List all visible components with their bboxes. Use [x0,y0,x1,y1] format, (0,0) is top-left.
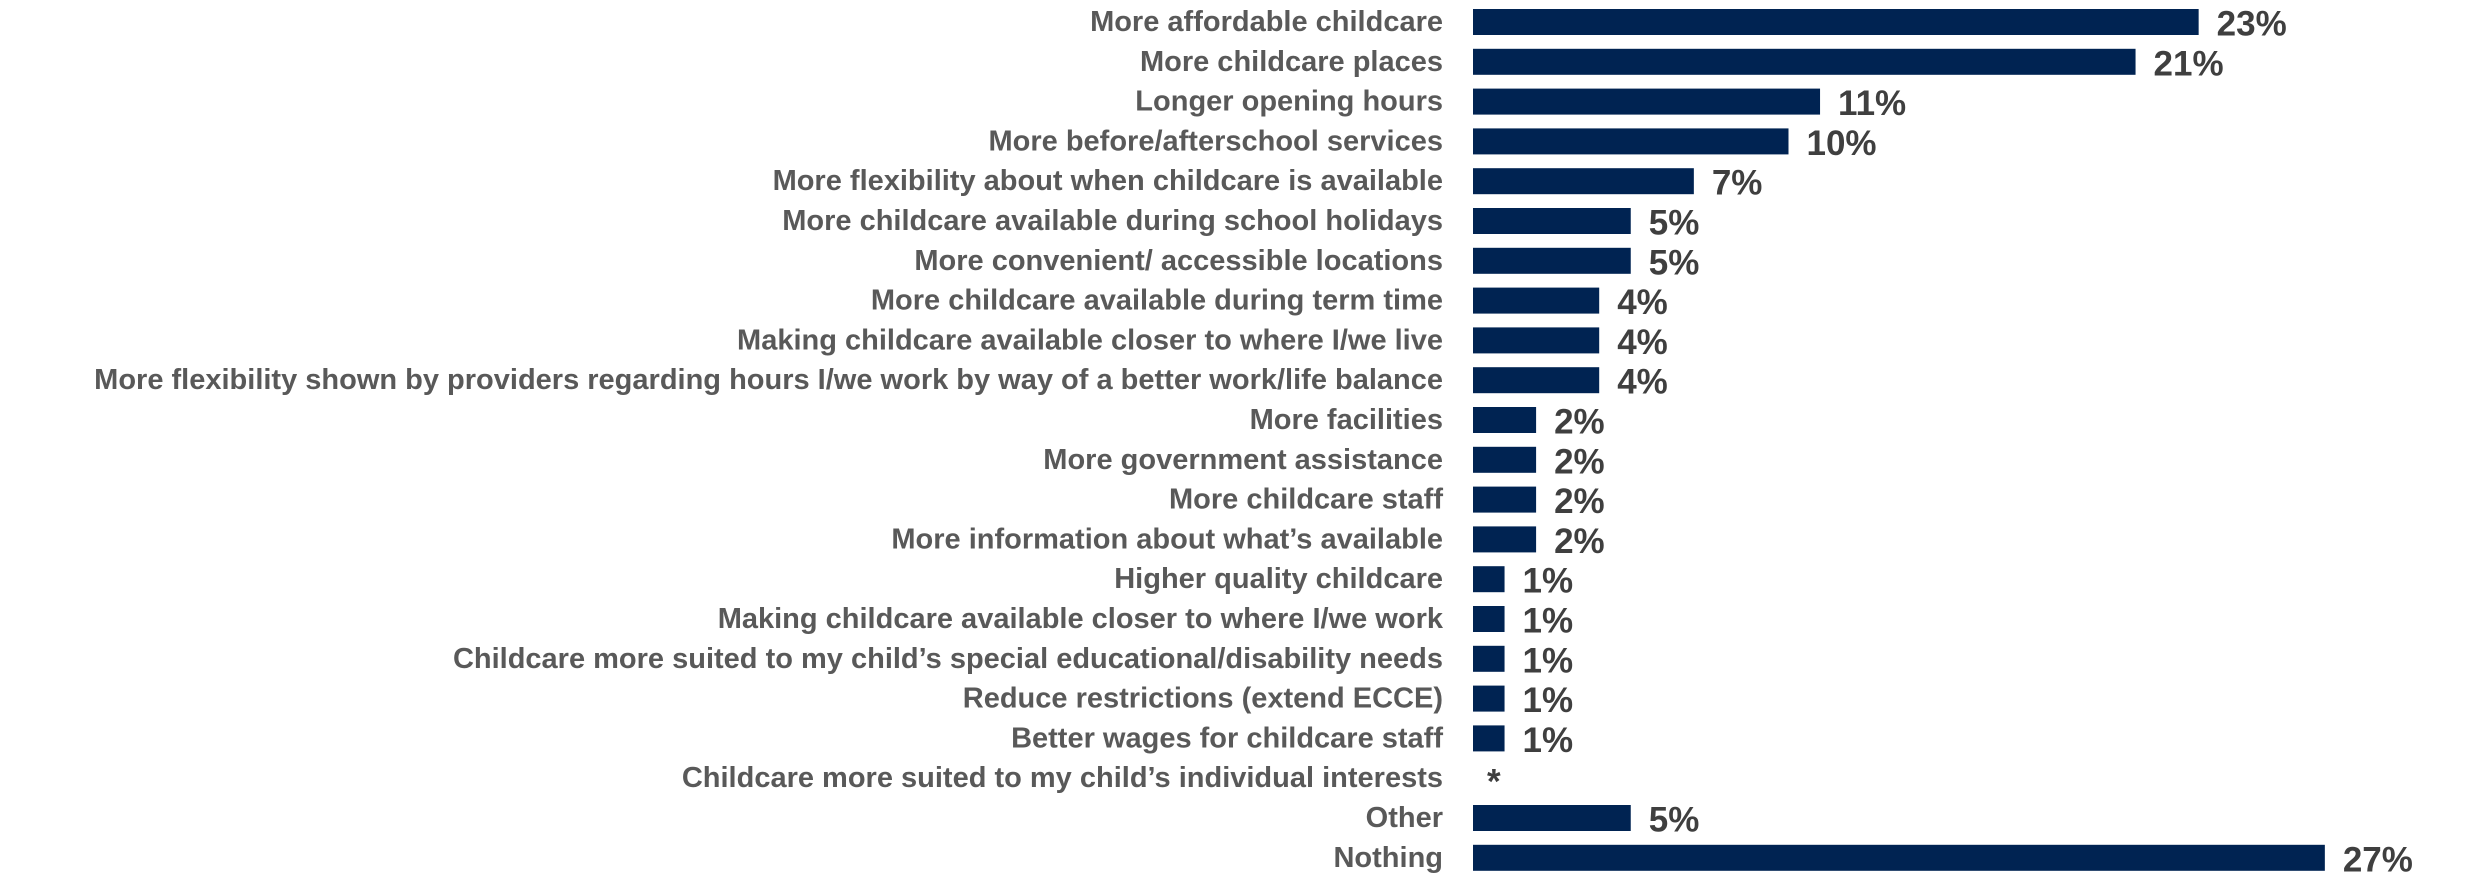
value-label-20: * [1487,763,1501,802]
category-label-18: Reduce restrictions (extend ECCE) [963,683,1443,715]
value-label-9: 4% [1617,323,1668,362]
category-label-15: Higher quality childcare [1114,563,1443,595]
value-label-3: 11% [1838,84,1906,123]
bar-5 [1473,168,1694,194]
value-label-22: 27% [2343,840,2413,875]
category-label-16: Making childcare available closer to whe… [718,603,1444,635]
category-label-12: More government assistance [1043,444,1443,476]
value-label-11: 2% [1554,403,1605,442]
value-label-17: 1% [1523,641,1574,680]
category-label-19: Better wages for childcare staff [1011,722,1443,754]
category-label-4: More before/afterschool services [988,125,1443,157]
category-label-17: Childcare more suited to my child’s spec… [453,643,1443,675]
category-label-2: More childcare places [1140,46,1443,78]
value-label-19: 1% [1523,721,1574,760]
bar-21 [1473,805,1631,831]
bar-22 [1473,845,2325,871]
bar-11 [1473,407,1536,433]
bar-17 [1473,646,1505,672]
bar-1 [1473,9,2199,35]
category-label-8: More childcare available during term tim… [871,285,1443,317]
value-label-6: 5% [1649,204,1700,243]
bar-7 [1473,248,1631,274]
bar-19 [1473,725,1505,751]
value-label-14: 2% [1554,522,1605,561]
value-label-2: 21% [2154,44,2224,83]
category-label-11: More facilities [1250,404,1443,436]
category-label-7: More convenient/ accessible locations [914,245,1443,277]
value-label-4: 10% [1807,124,1877,163]
value-label-1: 23% [2217,5,2287,44]
bar-16 [1473,606,1505,632]
bar-15 [1473,566,1505,592]
category-label-6: More childcare available during school h… [782,205,1443,237]
bar-12 [1473,447,1536,473]
category-label-10: More flexibility shown by providers rega… [94,364,1443,396]
bar-4 [1473,128,1789,154]
value-label-13: 2% [1554,482,1605,521]
value-label-12: 2% [1554,442,1605,481]
category-label-20: Childcare more suited to my child’s indi… [682,762,1443,794]
value-label-15: 1% [1523,562,1574,601]
value-label-16: 1% [1523,602,1574,641]
value-label-18: 1% [1523,681,1574,720]
bar-8 [1473,288,1599,314]
category-label-22: Nothing [1333,842,1443,874]
bar-14 [1473,526,1536,552]
category-label-1: More affordable childcare [1090,6,1443,38]
value-label-8: 4% [1617,283,1668,322]
category-label-14: More information about what’s available [891,523,1443,555]
category-label-5: More flexibility about when childcare is… [773,165,1443,197]
bar-13 [1473,487,1536,513]
category-label-9: Making childcare available closer to whe… [737,324,1443,356]
category-label-13: More childcare staff [1169,484,1443,516]
bar-3 [1473,89,1820,115]
category-labels: More affordable childcare More childcare … [94,6,1444,874]
bar-10 [1473,367,1599,393]
bar-2 [1473,49,2136,75]
value-label-5: 7% [1712,164,1763,203]
bar-9 [1473,327,1599,353]
value-label-7: 5% [1649,243,1700,282]
bar-6 [1473,208,1631,234]
value-label-10: 4% [1617,363,1668,402]
category-label-21: Other [1366,802,1443,834]
bar-18 [1473,686,1505,712]
value-label-21: 5% [1649,801,1700,840]
category-label-3: Longer opening hours [1135,86,1443,118]
